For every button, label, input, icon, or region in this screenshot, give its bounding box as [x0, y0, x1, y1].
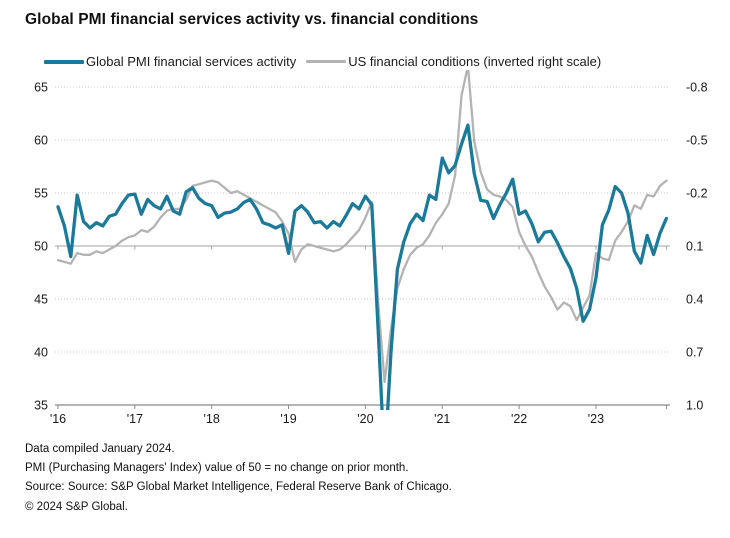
legend-label-fc: US financial conditions (inverted right … [348, 54, 602, 69]
axis-label-right: -0.2 [686, 187, 708, 201]
axis-label-right: 0.1 [686, 240, 703, 254]
axis-label-x: '18 [204, 412, 220, 426]
legend-item-fc: US financial conditions (inverted right … [296, 54, 601, 69]
axis-label-x: '22 [511, 412, 527, 426]
axis-label-left: 35 [34, 399, 48, 413]
axis-label-x: '23 [588, 412, 604, 426]
chart-footer: Data compiled January 2024. PMI (Purchas… [25, 440, 715, 517]
axis-label-x: '16 [50, 412, 66, 426]
axis-label-left: 55 [34, 187, 48, 201]
chart-legend: Global PMI financial services activity U… [44, 54, 601, 69]
pmi-series-line [56, 123, 669, 410]
chart-plot: 65 60 55 50 45 40 35 -0.8 -0.5 -0.2 0.1 0.4 0.7 1.0 '1… [34, 70, 708, 426]
legend-label-pmi: Global PMI financial services activity [86, 54, 297, 69]
footer-source: Source: Source: S&P Global Market Intell… [25, 481, 452, 494]
axis-label-right: -0.5 [686, 134, 708, 148]
axis-label-right: 1.0 [686, 399, 703, 413]
series-group [56, 70, 669, 410]
axis-label-left: 65 [34, 81, 48, 95]
axis-label-left: 50 [34, 240, 48, 254]
footer-pmi-note: PMI (Purchasing Managers' Index) value o… [25, 462, 409, 475]
axis-label-left: 45 [34, 293, 48, 307]
legend-item-pmi: Global PMI financial services activity [44, 54, 296, 69]
axis-label-left: 60 [34, 134, 48, 148]
axis-label-right: -0.8 [686, 81, 708, 95]
fc-line-swatch-icon [306, 60, 347, 63]
axis-label-x: '20 [357, 412, 373, 426]
axis-label-x: '17 [127, 412, 143, 426]
footer-copyright: © 2024 S&P Global. [25, 500, 128, 513]
axis-label-right: 0.4 [686, 293, 703, 307]
footer-compiled: Data compiled January 2024. [25, 443, 175, 455]
axis-label-x: '21 [434, 412, 450, 426]
fc-series-line [56, 70, 668, 384]
axis-label-x: '19 [280, 412, 296, 426]
axis-label-left: 40 [34, 346, 48, 360]
axis-label-right: 0.7 [686, 346, 703, 360]
chart-title: Global PMI financial services activity v… [25, 11, 479, 28]
pmi-line-swatch-icon [44, 59, 84, 64]
